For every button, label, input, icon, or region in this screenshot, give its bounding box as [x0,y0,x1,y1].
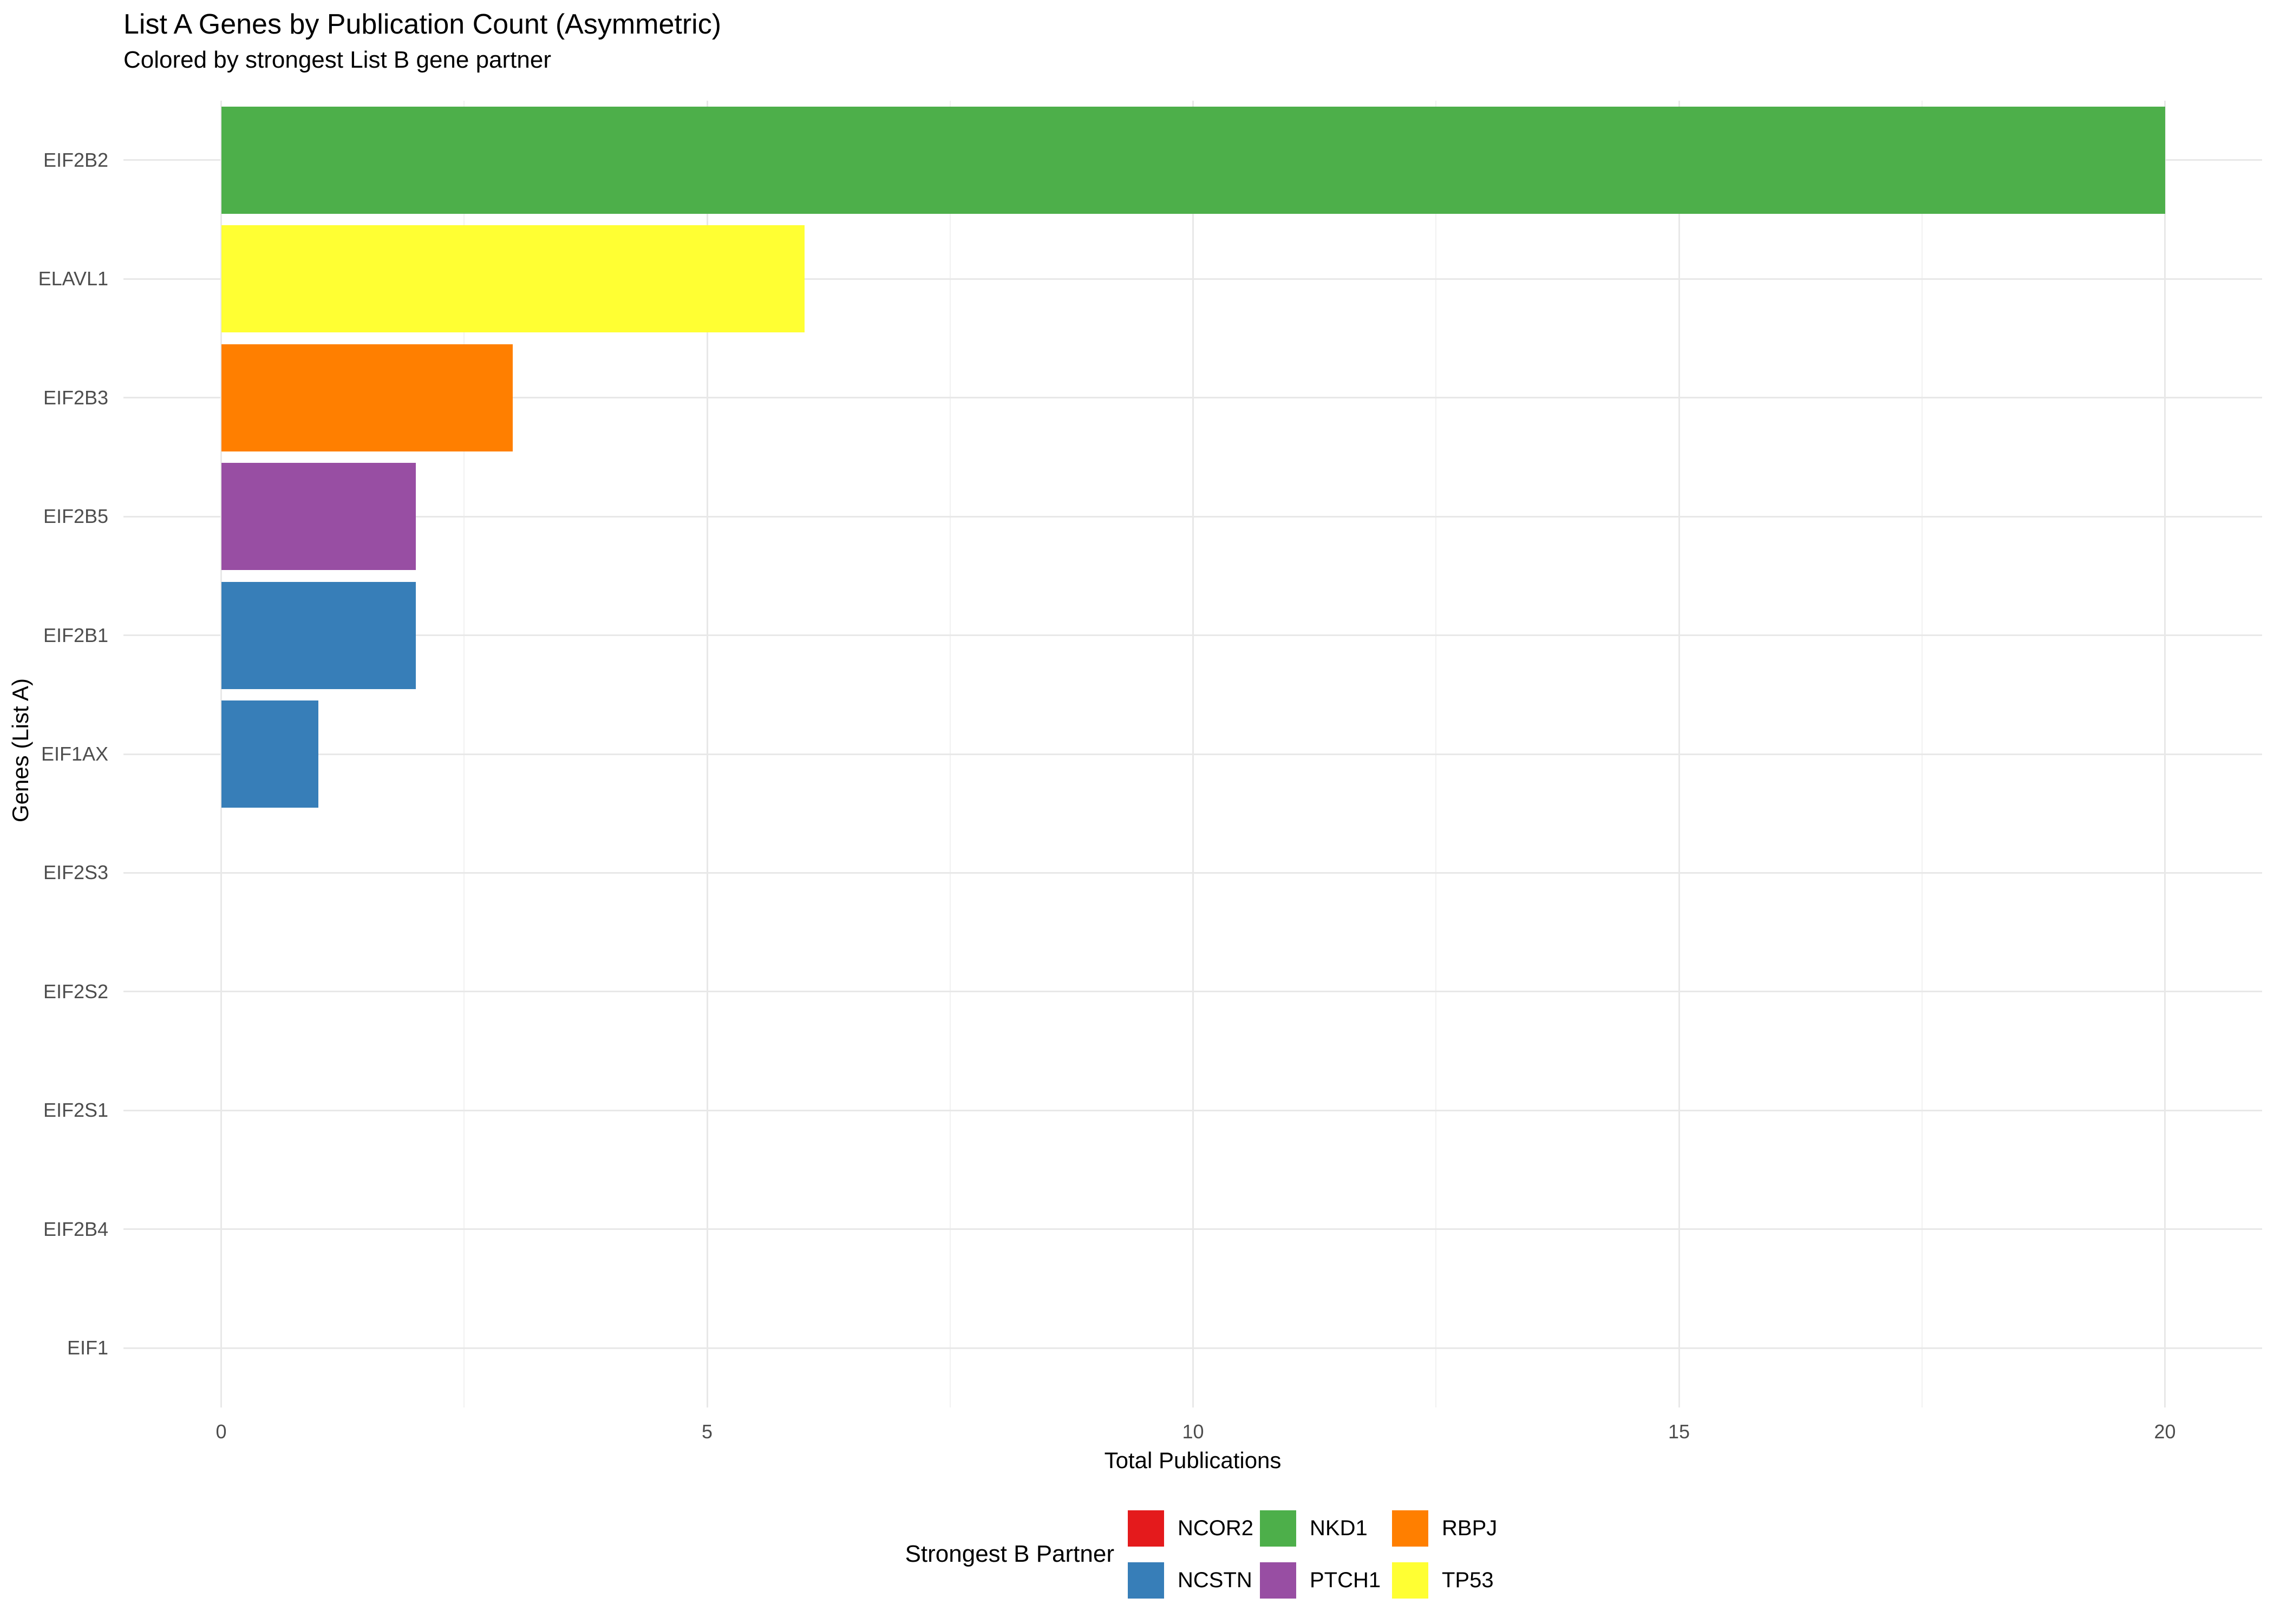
bar-eif2b5 [221,463,416,571]
y-tick-label-eif2b1: EIF2B1 [43,624,108,646]
gridline-horizontal [123,753,2262,755]
x-tick-label-0: 0 [215,1420,227,1443]
chart-title: List A Genes by Publication Count (Asymm… [123,9,722,40]
bar-eif2b3 [221,344,513,451]
legend-swatch-ncstn [1128,1562,1164,1599]
bar-eif2b2 [221,106,2165,214]
y-tick-label-eif2b4: EIF2B4 [43,1217,108,1240]
bar-eif2b1 [221,581,416,689]
legend-label-nkd1: NKD1 [1310,1516,1368,1540]
y-tick-label-eif1ax: EIF1AX [41,743,108,765]
legend-swatch-rbpj [1392,1510,1428,1547]
x-tick-label-10: 10 [1182,1420,1204,1443]
y-tick-label-eif2b2: EIF2B2 [43,148,108,171]
bar-eif1ax [221,700,318,808]
gridline-horizontal [123,1347,2262,1349]
gridline-horizontal [123,397,2262,399]
plot-panel [123,101,2262,1407]
x-tick-label-15: 15 [1668,1420,1690,1443]
y-tick-label-eif2b5: EIF2B5 [43,505,108,528]
gridline-horizontal [123,515,2262,518]
legend-label-ncstn: NCSTN [1178,1568,1252,1592]
y-tick-label-eif2s1: EIF2S1 [43,1099,108,1122]
y-tick-label-eif2b3: EIF2B3 [43,386,108,409]
legend-swatch-nkd1 [1260,1510,1296,1547]
gridline-horizontal [123,278,2262,280]
gridline-horizontal [123,1109,2262,1111]
gridline-horizontal [123,991,2262,993]
y-tick-label-eif2s3: EIF2S3 [43,861,108,884]
legend-label-tp53: TP53 [1442,1568,1494,1592]
legend-swatch-tp53 [1392,1562,1428,1599]
x-tick-label-20: 20 [2154,1420,2176,1443]
legend-swatch-ncor2 [1128,1510,1164,1547]
gridline-horizontal [123,634,2262,637]
y-tick-label-eif1: EIF1 [67,1337,108,1359]
y-tick-label-eif2s2: EIF2S2 [43,980,108,1003]
gridline-horizontal [123,1228,2262,1230]
x-axis-title: Total Publications [1104,1448,1282,1473]
chart-subtitle: Colored by strongest List B gene partner [123,47,552,73]
gridline-horizontal [123,872,2262,874]
legend-label-ptch1: PTCH1 [1310,1568,1381,1592]
x-tick-label-5: 5 [701,1420,713,1443]
bar-elavl1 [221,225,805,333]
legend-label-rbpj: RBPJ [1442,1516,1498,1540]
legend-swatch-ptch1 [1260,1562,1296,1599]
legend-title: Strongest B Partner [905,1541,1114,1567]
legend-label-ncor2: NCOR2 [1178,1516,1254,1540]
y-tick-label-elavl1: ELAVL1 [38,267,108,290]
